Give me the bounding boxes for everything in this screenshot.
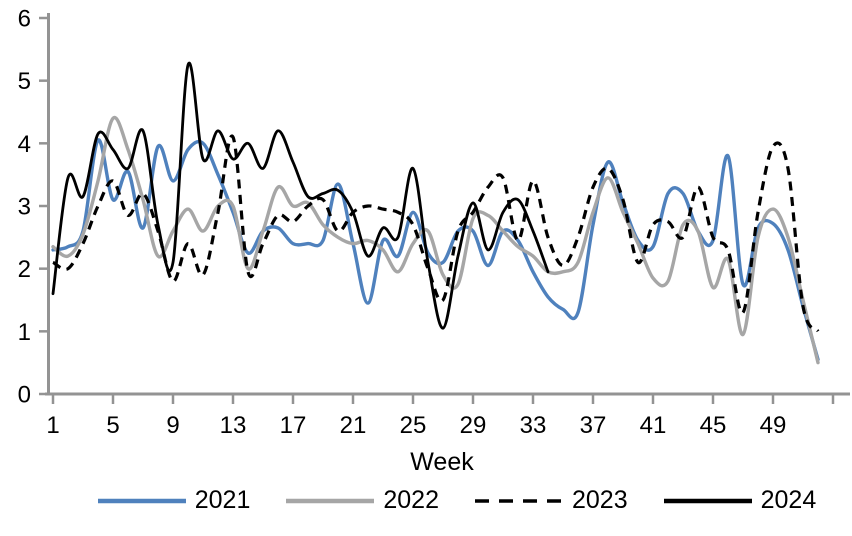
x-axis-tick-label: 13 <box>220 412 247 439</box>
x-axis-tick-label: 49 <box>760 412 787 439</box>
legend-swatch-2024 <box>663 498 752 503</box>
y-axis-tick-label: 3 <box>18 194 31 221</box>
y-axis-tick-label: 2 <box>18 256 31 283</box>
x-axis-tick-label: 41 <box>640 412 667 439</box>
y-axis-tick-label: 0 <box>18 382 31 409</box>
x-axis-tick-label: 17 <box>280 412 307 439</box>
series-line-2024 <box>51 61 550 330</box>
legend-label-2021: 2021 <box>194 486 251 514</box>
y-axis-tick-label: 6 <box>18 6 31 33</box>
x-axis-tick-label: 45 <box>700 412 727 439</box>
legend-item-2021: 2021 <box>96 486 251 515</box>
legend-label-2023: 2023 <box>572 486 628 514</box>
x-axis-tick-label: 33 <box>520 412 547 439</box>
legend-label-2022: 2022 <box>383 486 439 514</box>
legend-swatch-2022 <box>286 498 375 503</box>
series-line-2023 <box>52 134 820 333</box>
legend: 2021 2022 2023 2024 <box>0 486 852 515</box>
series-line-2022 <box>51 115 820 365</box>
legend-swatch-2023 <box>475 498 563 503</box>
legend-item-2024: 2024 <box>662 486 817 515</box>
y-axis-tick-label: 4 <box>18 131 31 158</box>
x-axis-tick-label: 37 <box>580 412 607 439</box>
x-axis-tick-label: 9 <box>166 412 179 439</box>
x-axis-tick-label: 1 <box>46 412 59 439</box>
legend-item-2023: 2023 <box>473 486 628 515</box>
y-axis-tick-label: 5 <box>18 68 31 95</box>
x-axis-tick-label: 21 <box>340 412 367 439</box>
y-axis-tick-label: 1 <box>18 319 31 346</box>
x-axis-title: Week <box>410 448 474 476</box>
x-axis-tick-label: 5 <box>106 412 119 439</box>
legend-label-2024: 2024 <box>760 486 817 514</box>
legend-swatch-2021 <box>97 498 186 503</box>
legend-item-2022: 2022 <box>284 486 439 515</box>
x-axis-tick-label: 29 <box>460 412 487 439</box>
x-axis-tick-label: 25 <box>400 412 427 439</box>
